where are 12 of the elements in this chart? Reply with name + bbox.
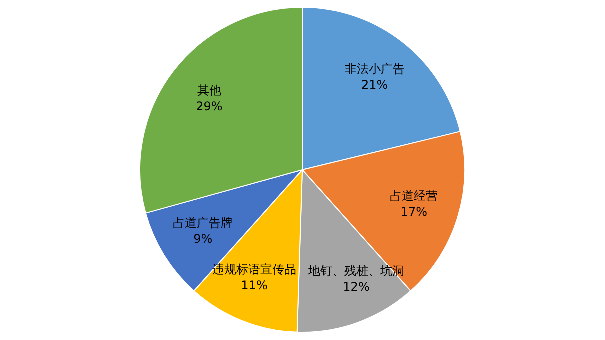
data-label: 29% <box>196 99 223 114</box>
slice-label: 占道经营 <box>390 188 438 203</box>
slice-label: 地钉、残桩、坑洞 <box>308 264 404 278</box>
slice-label: 占道广告牌 <box>173 216 234 230</box>
data-label: 12% <box>343 280 370 294</box>
data-label: 21% <box>361 78 388 92</box>
slice-label: 非法小广告 <box>344 62 405 76</box>
data-label: 17% <box>400 204 428 219</box>
data-label: 11% <box>241 278 268 293</box>
slice-label: 其他 <box>197 83 222 98</box>
data-label: 9% <box>194 232 213 246</box>
slice-label: 违规标语宣传品 <box>212 262 296 277</box>
